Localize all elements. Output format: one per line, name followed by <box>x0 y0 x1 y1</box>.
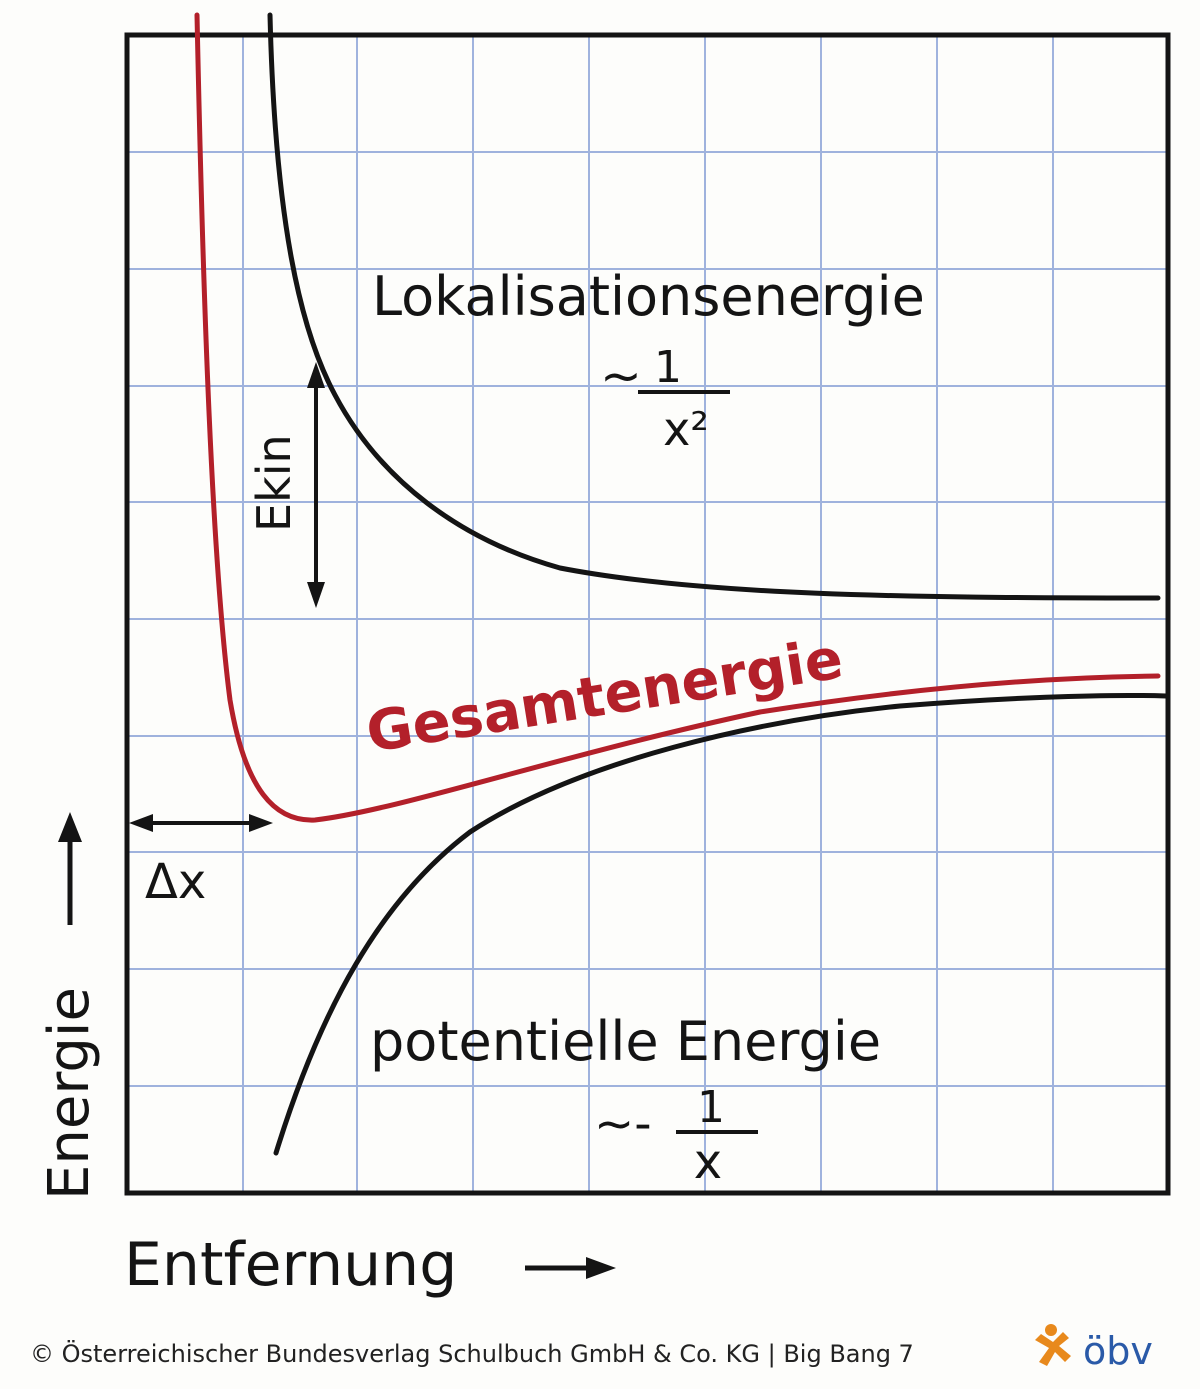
obv-logo: öbv <box>1035 1324 1153 1373</box>
delta-x-label: Δx <box>145 854 206 910</box>
x-axis-label: Entfernung <box>124 1230 457 1300</box>
potential-energy-label: potentielle Energie <box>370 1010 881 1073</box>
localization-energy-curve <box>267 12 1161 601</box>
obv-logo-text: öbv <box>1083 1329 1153 1373</box>
localization-energy-label: Lokalisationsenergie <box>372 265 925 328</box>
energy-diagram: Ekin Δx Lokalisationsenergie ~ 1 x² Gesa… <box>37 12 1171 1300</box>
localization-proportional-prefix: ~ <box>600 347 642 405</box>
y-axis-arrow <box>58 812 82 925</box>
plot-frame <box>124 32 1171 1196</box>
ekin-arrow <box>307 362 325 608</box>
copyright-footer: © Österreichischer Bundesverlag Schulbuc… <box>30 1340 914 1368</box>
localization-fraction-numerator: 1 <box>654 342 682 393</box>
delta-x-arrow <box>129 814 273 832</box>
y-axis-label: Energie <box>37 987 102 1200</box>
x-axis-arrow <box>525 1257 616 1279</box>
potential-fraction-denominator: x <box>694 1134 722 1190</box>
localization-fraction-denominator: x² <box>663 402 709 456</box>
potential-energy-curve <box>273 692 1169 1156</box>
potential-proportional-prefix: ~- <box>594 1096 652 1152</box>
obv-star-icon <box>1035 1324 1071 1366</box>
total-energy-curve <box>194 12 1161 823</box>
potential-fraction-numerator: 1 <box>697 1082 725 1133</box>
total-energy-label: Gesamtenergie <box>362 626 847 765</box>
ekin-label: Ekin <box>247 434 301 532</box>
